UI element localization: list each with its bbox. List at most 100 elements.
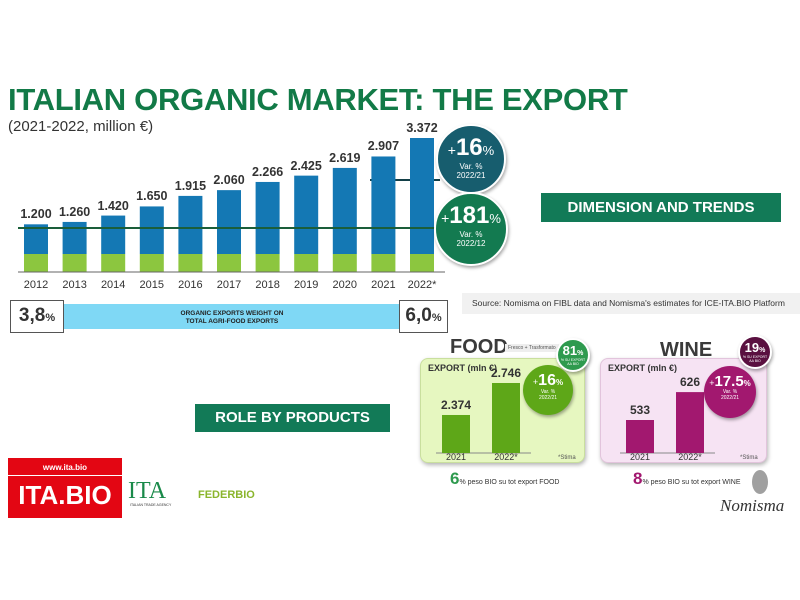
variation-2022-12-badge: +181% Var. % 2022/12 [434, 192, 508, 266]
wine-footer-value: 8 [633, 469, 643, 488]
food-footer-text: % peso BIO su tot export FOOD [459, 479, 560, 486]
food-subtitle: Fresco + Trasformato [505, 344, 559, 352]
badge-unit: % [743, 379, 751, 388]
year-label-2022*: 2022* [678, 452, 702, 462]
bar-organic-leaf-2019 [294, 254, 319, 272]
year-label-2022*: 2022* [494, 452, 518, 462]
bar-2019 [294, 175, 319, 254]
badge-sign: + [532, 377, 539, 387]
badge-unit: % [482, 143, 495, 158]
ita-subtitle: ITALIAN TRADE AGENCY [130, 503, 172, 507]
wine-footer-text: % peso BIO su tot export WINE [642, 479, 741, 486]
year-label-2021: 2021 [371, 279, 396, 291]
value-label-2020: 2.619 [329, 150, 361, 165]
badge-label-2: AA BIO [567, 362, 579, 367]
bar-2016 [178, 195, 203, 254]
value-label-2021: 2.907 [367, 139, 400, 154]
bar-2018 [255, 181, 280, 254]
federbio-logo: FEDERBIO [198, 489, 255, 501]
badge-value: 81 [562, 343, 578, 358]
year-label-2021: 2021 [445, 452, 467, 462]
role-by-products-heading: ROLE BY PRODUCTS [195, 404, 390, 432]
bar-2022* [492, 382, 520, 453]
variation-2022-21-badge: +16% Var. % 2022/21 [436, 124, 506, 194]
value-label-2019: 2.425 [290, 158, 322, 173]
wine-axis-label: EXPORT (mln €) [608, 363, 678, 373]
itabio-url: www.ita.bio [8, 458, 122, 476]
year-label-2016: 2016 [178, 279, 203, 291]
badge-value: 19 [744, 340, 760, 355]
year-label-2014: 2014 [100, 279, 126, 291]
weight-label-line2: TOTAL AGRI-FOOD EXPORTS [185, 318, 279, 325]
bar-organic-leaf-2013 [62, 254, 87, 272]
bar-organic-leaf-2016 [178, 254, 203, 272]
bar-2014 [101, 215, 126, 254]
bar-organic-leaf-2014 [101, 254, 126, 272]
bar-2022* [410, 138, 434, 254]
value-label-2022*: 3.372 [406, 121, 438, 135]
bar-2021 [442, 414, 470, 453]
year-label-2015: 2015 [139, 279, 165, 291]
badge-label: % SU EXPORT [742, 355, 768, 359]
food-footer-value: 6 [450, 469, 460, 488]
food-note: *Stima [558, 455, 576, 461]
badge-label: % SU EXPORT [560, 358, 586, 362]
bar-organic-leaf-2022* [410, 254, 434, 272]
badge-value: 17.5 [714, 373, 744, 390]
bar-organic-leaf-2020 [332, 254, 357, 272]
badge-unit: % [759, 347, 766, 354]
value-label-2021: 2.374 [440, 397, 472, 412]
bar-2017 [217, 190, 241, 254]
badge-unit: % [577, 350, 584, 357]
bar-2021 [626, 420, 654, 453]
badge-label: Var. % [540, 389, 556, 395]
bar-2015 [139, 206, 164, 254]
badge-unit: % [489, 211, 501, 226]
year-label-2020: 2020 [332, 279, 358, 291]
badge-period: 2022/21 [456, 171, 486, 181]
badge-label-2: AA BIO [749, 359, 761, 364]
bar-2022* [676, 392, 704, 453]
value-label-2018: 2.266 [251, 164, 284, 179]
weight-end-box: 6,0% [399, 300, 448, 333]
nomisma-emblem-icon [752, 470, 768, 494]
year-label-2018: 2018 [255, 279, 280, 291]
badge-unit: % [555, 378, 564, 387]
food-share-badge: 81% % SU EXPORT AA BIO [556, 338, 590, 372]
wine-variation-badge: +17.5% Var. % 2022/21 [704, 366, 756, 418]
bar-organic-leaf-2015 [139, 254, 164, 272]
wine-share-badge: 19% % SU EXPORT AA BIO [738, 335, 772, 369]
bar-organic-leaf-2018 [255, 254, 280, 272]
value-label-2015: 1.650 [136, 189, 168, 204]
badge-label: Var. % [722, 389, 738, 395]
bar-2021 [371, 156, 396, 254]
weight-unit: % [431, 312, 442, 324]
weight-start-box: 3,8% [10, 300, 64, 333]
value-label-2013: 1.260 [58, 204, 91, 219]
bar-2020 [332, 167, 357, 254]
year-label-2017: 2017 [216, 279, 242, 291]
source-note: Source: Nomisma on FIBL data and Nomisma… [462, 293, 800, 314]
badge-period: 2022/21 [538, 394, 558, 401]
itabio-wordmark: ITA.BIO [18, 480, 112, 510]
value-label-2017: 2.060 [213, 173, 245, 188]
year-label-2012: 2012 [23, 279, 49, 291]
badge-period: 2022/21 [720, 394, 740, 401]
value-label-2022*: 2.746 [490, 365, 522, 380]
weight-start: 3,8 [18, 305, 46, 326]
value-label-2016: 1.915 [174, 178, 207, 193]
year-label-2019: 2019 [293, 279, 319, 291]
food-title: FOOD [450, 336, 508, 358]
dimension-trends-heading: DIMENSION AND TRENDS [541, 193, 781, 222]
bar-organic-leaf-2017 [217, 254, 241, 272]
food-axis-label: EXPORT (mln €) [428, 363, 498, 373]
ita-logo: ITA [128, 478, 167, 504]
wine-note: *Stima [740, 455, 758, 461]
bar-2012 [24, 224, 48, 254]
value-label-2014: 1.420 [97, 198, 129, 213]
badge-value: 16 [538, 372, 556, 389]
weight-end: 6,0 [405, 305, 432, 326]
